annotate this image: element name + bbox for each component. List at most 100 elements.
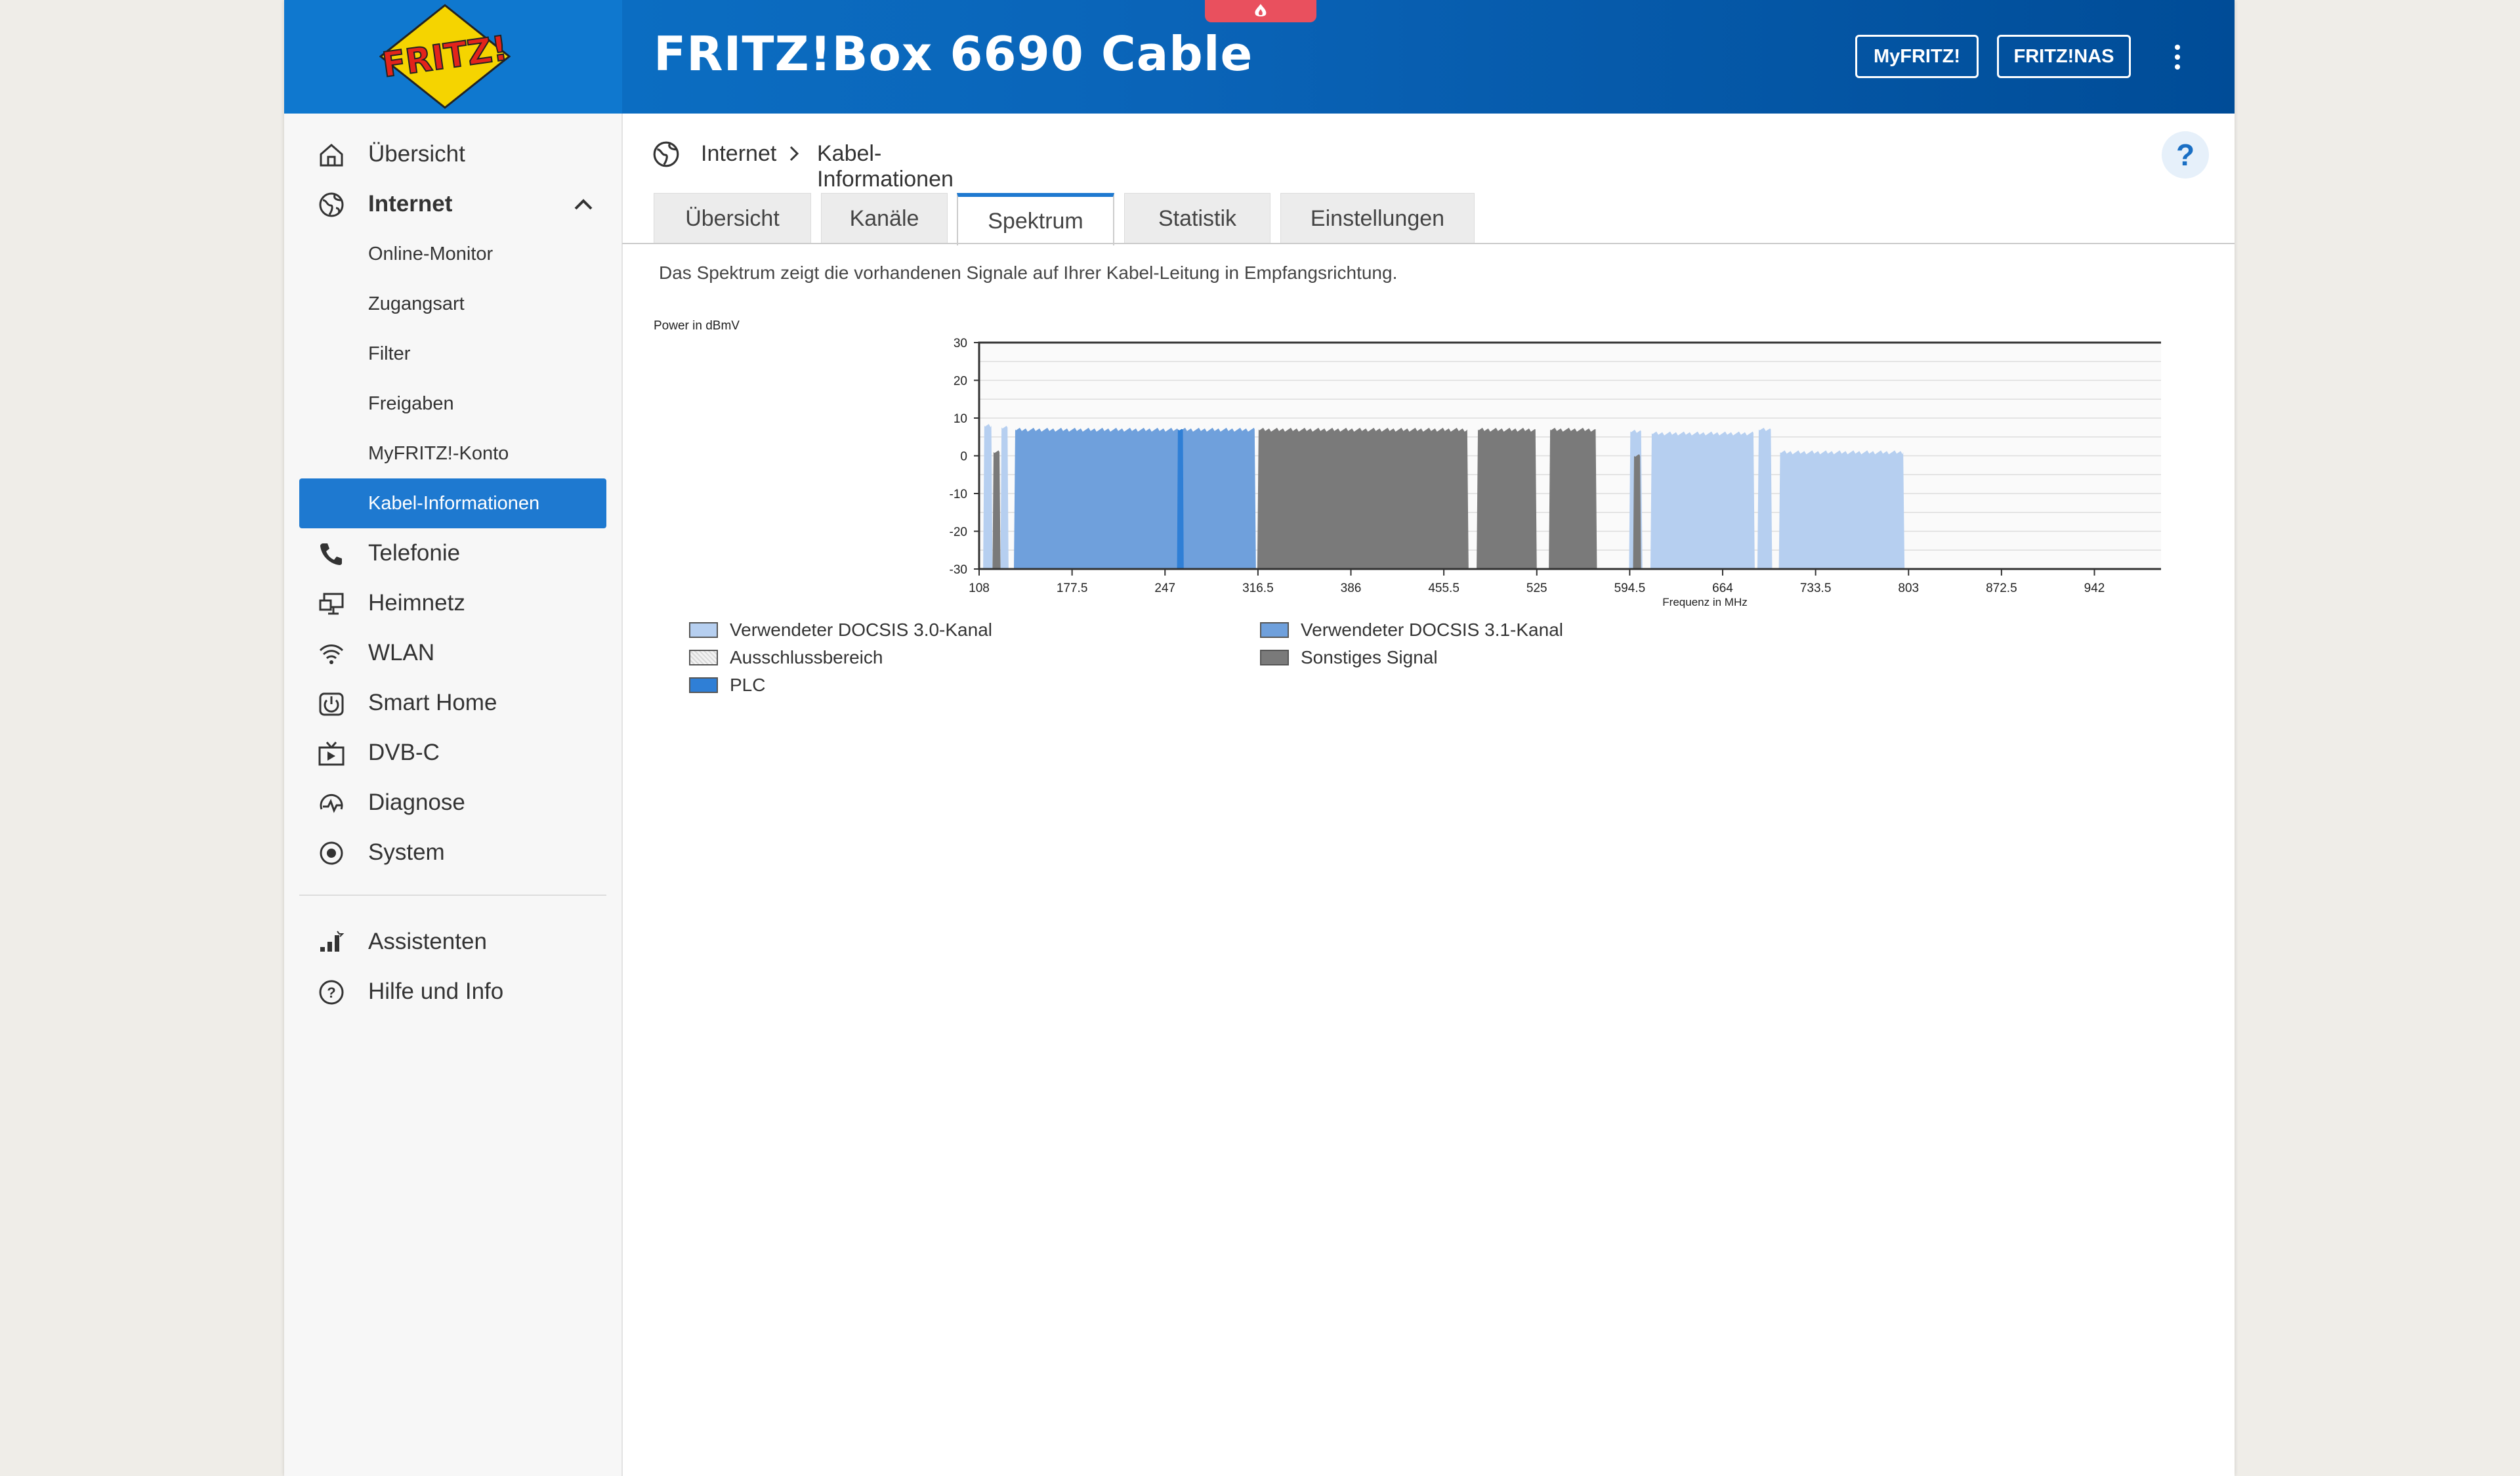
y-tick-label: 10: [954, 412, 967, 426]
tab-einstellungen[interactable]: Einstellungen: [1280, 193, 1475, 244]
myfritz-button[interactable]: MyFRITZ!: [1855, 35, 1979, 78]
sidebar-item-assistenten[interactable]: Assistenten: [299, 917, 606, 967]
tab-uebersicht[interactable]: Übersicht: [654, 193, 811, 244]
sidebar-item-telefonie[interactable]: Telefonie: [299, 528, 606, 578]
tab-underline: [622, 243, 2235, 244]
plot-frame: [978, 341, 2161, 570]
logo-text: FRITZ!: [380, 29, 510, 85]
sidebar-item-filter[interactable]: Filter: [299, 329, 606, 379]
globe-icon: [653, 141, 679, 167]
legend-item-ausschlussbereich: Ausschlussbereich: [689, 646, 883, 669]
x-tick-label: 108: [969, 581, 990, 595]
legend-label: Verwendeter DOCSIS 3.0-Kanal: [730, 620, 992, 640]
y-tick-label: -30: [950, 563, 967, 577]
more-menu-icon[interactable]: [2171, 41, 2184, 74]
sidebar-divider: [299, 895, 606, 896]
x-tick-label: 386: [1341, 581, 1362, 595]
spectrum-segment-verwendeter-docsis-3-0-kanal: [1650, 431, 1755, 569]
sidebar: Übersicht Internet Online-Monitor Zugang…: [284, 114, 623, 1476]
sidebar-item-diagnose[interactable]: Diagnose: [299, 778, 606, 828]
legend-label: Verwendeter DOCSIS 3.1-Kanal: [1301, 620, 1563, 640]
fritz-logo[interactable]: FRITZ!: [379, 4, 511, 109]
x-tick-label: 942: [2084, 581, 2105, 595]
sidebar-item-label: Telefonie: [368, 540, 461, 566]
y-tick-label: 30: [954, 337, 967, 350]
legend-swatch: [689, 677, 718, 693]
y-axis-label: Power in dBmV: [654, 319, 740, 333]
sidebar-item-label: Kabel-Informationen: [368, 492, 540, 514]
x-tick-label: 177.5: [1057, 581, 1088, 595]
smart-home-icon: [319, 692, 344, 716]
sidebar-item-label: Freigaben: [368, 392, 454, 414]
help-circle-icon: ?: [319, 980, 344, 1005]
sidebar-item-smart-home[interactable]: Smart Home: [299, 678, 606, 728]
sidebar-item-internet[interactable]: Internet: [299, 179, 606, 229]
legend-label: PLC: [730, 675, 766, 695]
router-title: FRITZ!Box 6690 Cable: [654, 26, 1253, 81]
spectrum-segment-verwendeter-docsis-3-0-kanal: [1000, 425, 1009, 569]
sidebar-item-label: Diagnose: [368, 790, 465, 815]
sidebar-item-zugangsart[interactable]: Zugangsart: [299, 279, 606, 329]
legend-label: Ausschlussbereich: [730, 647, 883, 667]
sidebar-item-myfritz-konto[interactable]: MyFRITZ!-Konto: [299, 429, 606, 478]
sidebar-item-label: MyFRITZ!-Konto: [368, 442, 509, 464]
sidebar-item-dvb-c[interactable]: DVB-C: [299, 728, 606, 778]
sidebar-item-heimnetz[interactable]: Heimnetz: [299, 578, 606, 628]
legend-swatch: [1260, 622, 1289, 638]
spectrum-segment-verwendeter-docsis-3-0-kanal: [1778, 450, 1905, 569]
spectrum-segment-verwendeter-docsis-3-0-kanal: [983, 424, 993, 569]
sidebar-item-label: Online-Monitor: [368, 243, 494, 264]
sidebar-item-system[interactable]: System: [299, 828, 606, 877]
fritznas-button[interactable]: FRITZ!NAS: [1997, 35, 2131, 78]
x-tick-label: 594.5: [1614, 581, 1646, 595]
spectrum-segment-sonstiges-signal: [1257, 427, 1469, 569]
y-tick-label: -20: [950, 526, 967, 539]
sidebar-item-wlan[interactable]: WLAN: [299, 628, 606, 678]
sidebar-item-online-monitor[interactable]: Online-Monitor: [299, 229, 606, 279]
chevron-up-icon[interactable]: [574, 198, 593, 211]
help-button[interactable]: ?: [2162, 131, 2209, 179]
wifi-icon: [319, 644, 344, 664]
wizard-icon: [320, 931, 345, 952]
x-tick-label: 872.5: [1986, 581, 2017, 595]
tab-spektrum[interactable]: Spektrum: [957, 193, 1114, 245]
x-tick-label: 247: [1154, 581, 1175, 595]
chevron-right-icon: [789, 146, 799, 161]
sidebar-item-label: Hilfe und Info: [368, 979, 504, 1004]
x-tick-label: 525: [1526, 581, 1547, 595]
diagnosis-icon: [320, 794, 343, 813]
tab-kanaele[interactable]: Kanäle: [821, 193, 948, 244]
tab-statistik[interactable]: Statistik: [1124, 193, 1270, 244]
spectrum-segment-sonstiges-signal: [1633, 454, 1641, 569]
tv-icon: [318, 742, 345, 766]
breadcrumb-internet-link[interactable]: Internet: [701, 141, 777, 166]
legend-item-docsis30: Verwendeter DOCSIS 3.0-Kanal: [689, 618, 992, 642]
spectrum-segment-sonstiges-signal: [992, 450, 1001, 569]
legend-swatch: [689, 622, 718, 638]
x-tick-label: 803: [1898, 581, 1919, 595]
sidebar-item-freigaben[interactable]: Freigaben: [299, 379, 606, 429]
header: FRITZ! FRITZ!Box 6690 Cable MyFRITZ! FRI…: [284, 0, 2235, 114]
x-tick-label: 664: [1712, 581, 1733, 595]
logo-area: FRITZ!: [284, 0, 622, 114]
sidebar-item-label: Zugangsart: [368, 293, 465, 314]
sidebar-item-label: Internet: [368, 191, 453, 217]
x-axis-label: Frequenz in MHz: [1662, 596, 1747, 608]
legend-item-docsis31: Verwendeter DOCSIS 3.1-Kanal: [1260, 618, 1563, 642]
sidebar-item-label: DVB-C: [368, 740, 440, 765]
top-indicator-pill[interactable]: [1205, 0, 1316, 22]
sidebar-item-hilfe-und-info[interactable]: ? Hilfe und Info: [299, 967, 606, 1017]
sidebar-item-kabel-informationen[interactable]: Kabel-Informationen: [299, 478, 606, 528]
home-network-icon: [319, 593, 344, 615]
sidebar-item-uebersicht[interactable]: Übersicht: [299, 129, 606, 179]
x-tick-label: 455.5: [1428, 581, 1460, 595]
y-tick-label: 0: [960, 450, 967, 464]
spectrum-segment-verwendeter-docsis-3-1-kanal: [1013, 427, 1256, 569]
app-window: FRITZ! FRITZ!Box 6690 Cable MyFRITZ! FRI…: [284, 0, 2235, 1476]
legend-swatch: [689, 650, 718, 665]
y-tick-label: -10: [950, 488, 967, 501]
spectrum-segment-plc: [1177, 429, 1184, 569]
sidebar-item-label: System: [368, 839, 445, 865]
svg-text:?: ?: [327, 984, 335, 1001]
